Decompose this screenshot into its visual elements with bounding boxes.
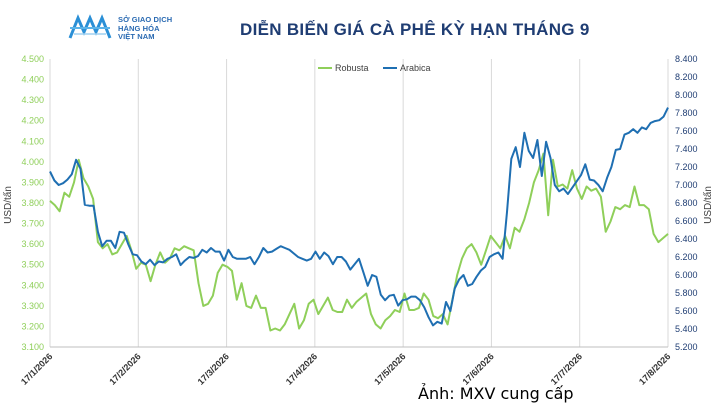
- left-axis: 3.100 3.200 3.300 3.400 3.500 3.600 3.700 3.800…: [21, 54, 44, 352]
- left-tick-label: 3.300: [21, 301, 44, 311]
- right-tick-label: 7.800: [675, 108, 698, 118]
- right-tick-label: 7.600: [675, 126, 698, 136]
- left-tick-label: 3.500: [21, 260, 44, 270]
- right-tick-label: 6.400: [675, 234, 698, 244]
- left-tick-label: 4.300: [21, 95, 44, 105]
- left-tick-label: 3.100: [21, 342, 44, 352]
- right-tick-label: 6.600: [675, 216, 698, 226]
- exchange-logo: SỞ GIAO DỊCH HÀNG HÓA VIỆT NAM: [68, 14, 238, 44]
- left-tick-label: 3.900: [21, 177, 44, 187]
- right-tick-label: 6.000: [675, 270, 698, 280]
- right-tick-label: 5.600: [675, 306, 698, 316]
- logo-line-3: VIỆT NAM: [118, 32, 155, 41]
- left-tick-label: 4.500: [21, 54, 44, 64]
- left-axis-label: USD/tấn: [2, 186, 14, 224]
- logo-line-1: SỞ GIAO DỊCH: [118, 15, 173, 24]
- right-tick-label: 5.800: [675, 288, 698, 298]
- chart-title: DIỄN BIẾN GIÁ CÀ PHÊ KỲ HẠN THÁNG 9: [240, 20, 590, 39]
- x-tick-label: 17/6/2026: [460, 351, 495, 386]
- x-tick-label: 17/8/2026: [637, 351, 672, 386]
- right-tick-label: 5.200: [675, 342, 698, 352]
- legend: Robusta Arabica: [318, 63, 431, 73]
- left-tick-label: 3.700: [21, 219, 44, 229]
- header: SỞ GIAO DỊCH HÀNG HÓA VIỆT NAM DIỄN BIẾN…: [0, 0, 720, 50]
- x-tick-label: 17/1/2026: [19, 351, 54, 386]
- right-tick-label: 7.400: [675, 144, 698, 154]
- chart-grid: [49, 59, 669, 347]
- right-axis: 5.200 5.400 5.600 5.800 6.000 6.200 6.400 6.600…: [675, 54, 698, 352]
- right-tick-label: 6.200: [675, 252, 698, 262]
- x-tick-label: 17/5/2026: [372, 351, 407, 386]
- right-tick-label: 8.200: [675, 72, 698, 82]
- x-tick-label: 17/7/2026: [549, 351, 584, 386]
- right-tick-label: 6.800: [675, 198, 698, 208]
- left-tick-label: 3.400: [21, 280, 44, 290]
- right-tick-label: 5.400: [675, 324, 698, 334]
- series-lines: [49, 107, 669, 332]
- logo-mark-icon: [68, 14, 112, 39]
- right-tick-label: 8.400: [675, 54, 698, 64]
- legend-label: Robusta: [335, 63, 369, 73]
- left-tick-label: 4.200: [21, 116, 44, 126]
- logo-line-2: HÀNG HÓA: [118, 23, 160, 33]
- x-axis: 17/1/2026 17/2/2026 17/3/2026 17/4/2026 17/5…: [19, 346, 672, 387]
- right-tick-label: 7.200: [675, 162, 698, 172]
- x-tick-label: 17/2/2026: [107, 351, 142, 386]
- x-tick-label: 17/3/2026: [196, 351, 231, 386]
- right-tick-label: 7.000: [675, 180, 698, 190]
- right-tick-label: 8.000: [675, 90, 698, 100]
- left-tick-label: 4.000: [21, 157, 44, 167]
- legend-label: Arabica: [400, 63, 431, 73]
- image-caption: Ảnh: MXV cung cấp: [418, 384, 574, 403]
- left-tick-label: 4.100: [21, 136, 44, 146]
- left-tick-label: 3.200: [21, 321, 44, 331]
- left-tick-label: 3.800: [21, 198, 44, 208]
- left-tick-label: 4.400: [21, 75, 44, 85]
- series-line-arabica: [49, 107, 669, 327]
- right-axis-label: USD/tấn: [702, 186, 714, 224]
- logo-text: SỞ GIAO DỊCH HÀNG HÓA VIỆT NAM: [118, 15, 173, 42]
- series-line-robusta: [49, 152, 669, 332]
- x-tick-label: 17/4/2026: [284, 351, 319, 386]
- left-tick-label: 3.600: [21, 239, 44, 249]
